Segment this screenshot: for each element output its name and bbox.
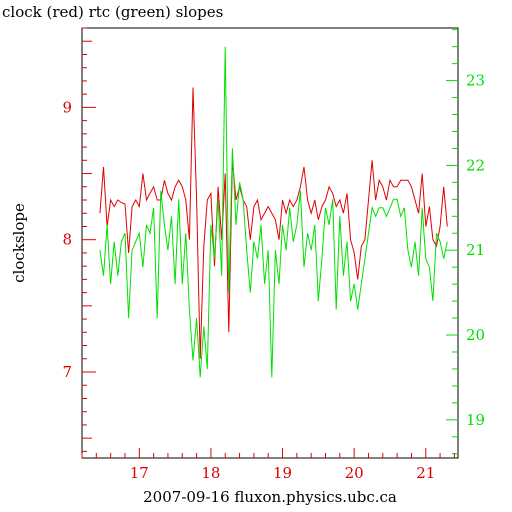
x-axis-label: 2007-09-16 fluxon.physics.ubc.ca — [143, 488, 397, 506]
bottom-axis: 17 18 19 20 21 — [81, 448, 455, 482]
bottom-tick-label: 21 — [416, 464, 435, 482]
y-axis-label: clockslope — [10, 203, 28, 283]
bottom-tick-label: 17 — [130, 464, 149, 482]
left-axis: 7 8 9 — [62, 27, 96, 452]
right-tick-label: 23 — [466, 72, 485, 90]
series-clock-line — [99, 87, 448, 359]
bottom-tick-label: 20 — [345, 464, 364, 482]
left-tick-label: 9 — [62, 98, 72, 116]
right-tick-label: 22 — [466, 156, 485, 174]
left-tick-label: 7 — [62, 363, 72, 381]
chart-title: clock (red) rtc (green) slopes — [2, 3, 223, 21]
right-axis: 19 20 21 22 23 — [446, 29, 485, 455]
bottom-tick-label: 18 — [201, 464, 220, 482]
left-tick-label: 8 — [62, 231, 72, 249]
series-rtc-line — [99, 46, 448, 378]
right-tick-label: 19 — [466, 411, 485, 429]
right-tick-label: 21 — [466, 241, 485, 259]
plot-frame — [81, 27, 459, 459]
right-tick-label: 20 — [466, 326, 485, 344]
bottom-tick-label: 19 — [273, 464, 292, 482]
